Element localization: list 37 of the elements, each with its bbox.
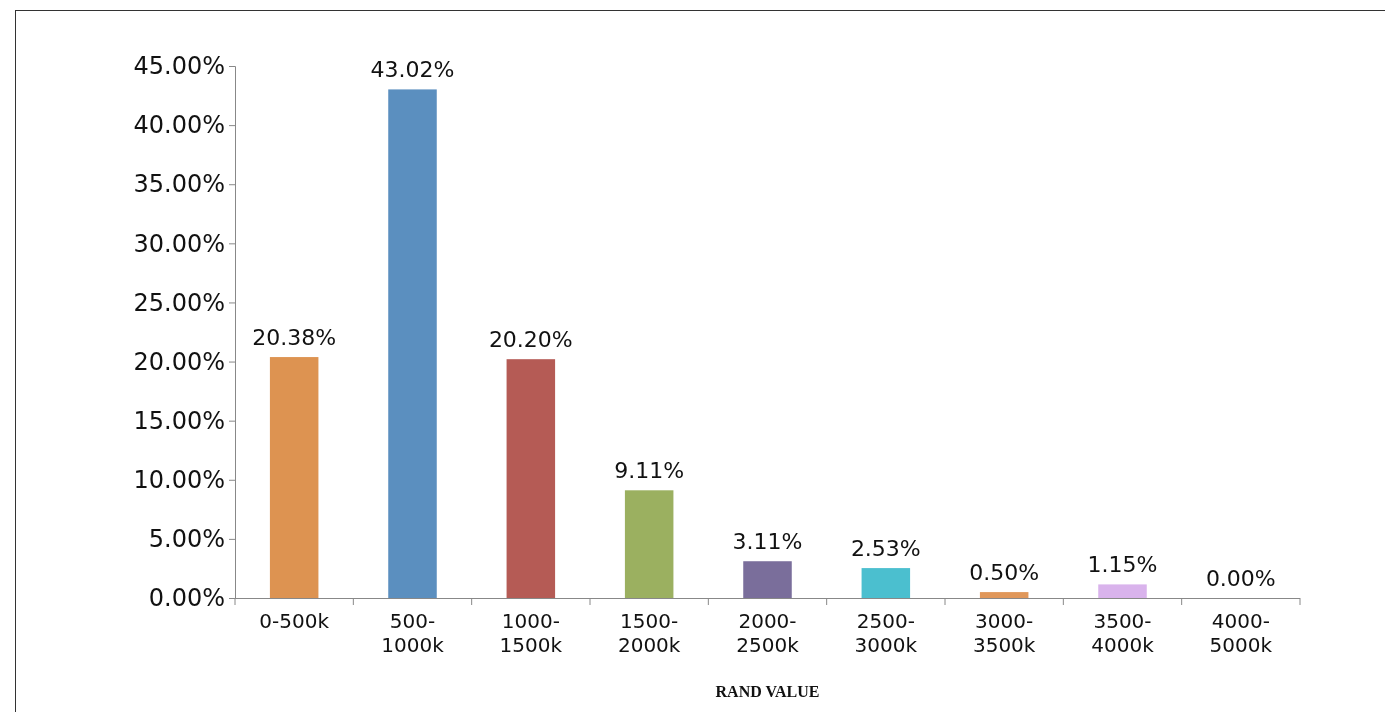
- bar: [388, 89, 437, 598]
- x-tick-label: 3000-3500k: [972, 609, 1036, 657]
- x-tick-label: 500-1000k: [381, 609, 445, 657]
- y-tick-label: 15.00%: [133, 406, 225, 435]
- x-tick-label: 0-500k: [259, 609, 330, 633]
- bar: [269, 357, 319, 598]
- data-label: 0.00%: [1205, 566, 1276, 591]
- x-tick-label: 2000-2500k: [736, 609, 800, 657]
- x-tick-label: 4000-5000k: [1209, 609, 1273, 657]
- x-tick-label: 1000-1500k: [499, 609, 563, 657]
- y-tick-label: 35.00%: [133, 170, 225, 199]
- bar: [979, 592, 1029, 598]
- data-label: 20.38%: [252, 325, 337, 351]
- y-tick-label: 20.00%: [133, 347, 225, 376]
- y-tick-label: 10.00%: [133, 465, 225, 494]
- bar: [743, 561, 792, 598]
- y-tick-label: 25.00%: [133, 288, 225, 317]
- x-tick-label: 3500-4000k: [1091, 609, 1155, 657]
- bar: [1098, 584, 1147, 598]
- data-label: 9.11%: [614, 458, 685, 484]
- data-label: 3.11%: [732, 529, 803, 555]
- data-label: 20.20%: [488, 327, 573, 353]
- data-label: 2.53%: [850, 536, 921, 562]
- data-label: 43.02%: [370, 57, 455, 83]
- x-tick-label: 2500-3000k: [854, 609, 918, 657]
- x-axis-title: RAND VALUE: [715, 683, 820, 700]
- y-tick-label: 0.00%: [148, 584, 225, 613]
- bar: [506, 359, 556, 598]
- y-tick-label: 40.00%: [133, 111, 225, 140]
- y-tick-label: 5.00%: [148, 525, 225, 554]
- bar: [624, 490, 674, 598]
- data-label: 0.50%: [969, 560, 1040, 586]
- y-tick-label: 30.00%: [133, 229, 225, 258]
- y-tick-label: 45.00%: [133, 52, 225, 81]
- x-tick-label: 1500-2000k: [617, 609, 681, 657]
- data-label: 1.15%: [1087, 552, 1158, 578]
- bar: [861, 568, 911, 598]
